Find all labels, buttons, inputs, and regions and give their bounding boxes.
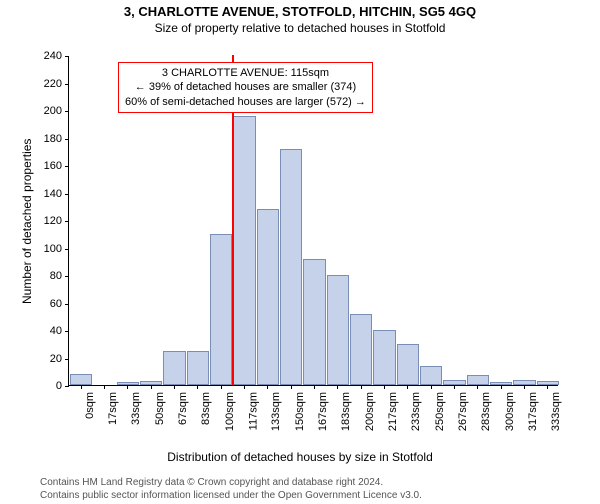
xtick-mark bbox=[524, 385, 525, 389]
ytick-label: 0 bbox=[56, 380, 62, 392]
histogram-bar bbox=[303, 259, 325, 386]
x-axis-label: Distribution of detached houses by size … bbox=[0, 450, 600, 464]
xtick-mark bbox=[337, 385, 338, 389]
ytick-mark bbox=[65, 304, 69, 305]
xtick-label: 67sqm bbox=[177, 392, 189, 425]
xtick-mark bbox=[197, 385, 198, 389]
y-axis-label: Number of detached properties bbox=[20, 138, 34, 303]
ytick-label: 180 bbox=[44, 133, 62, 145]
histogram-bar bbox=[163, 351, 185, 385]
xtick-label: 117sqm bbox=[247, 392, 259, 430]
xtick-label: 267sqm bbox=[457, 392, 469, 431]
xtick-label: 133sqm bbox=[270, 392, 282, 431]
ytick-mark bbox=[65, 386, 69, 387]
histogram-bar bbox=[397, 344, 419, 385]
xtick-label: 150sqm bbox=[294, 392, 306, 431]
histogram-bar bbox=[280, 149, 302, 386]
xtick-mark bbox=[81, 385, 82, 389]
footer-line-2: Contains public sector information licen… bbox=[40, 489, 590, 502]
xtick-mark bbox=[384, 385, 385, 389]
annotation-line: 3 CHARLOTTE AVENUE: 115sqm bbox=[125, 66, 366, 80]
xtick-label: 317sqm bbox=[527, 392, 539, 431]
ytick-label: 160 bbox=[44, 160, 62, 172]
ytick-label: 100 bbox=[44, 243, 62, 255]
annotation-box: 3 CHARLOTTE AVENUE: 115sqm← 39% of detac… bbox=[118, 62, 373, 113]
footer-line-1: Contains HM Land Registry data © Crown c… bbox=[40, 476, 590, 489]
histogram-bar bbox=[210, 234, 232, 385]
histogram-bar bbox=[420, 366, 442, 385]
histogram-bar bbox=[373, 330, 395, 385]
histogram-bar bbox=[257, 209, 279, 385]
xtick-label: 167sqm bbox=[317, 392, 329, 431]
ytick-mark bbox=[65, 56, 69, 57]
xtick-mark bbox=[361, 385, 362, 389]
xtick-label: 50sqm bbox=[154, 392, 166, 425]
ytick-label: 40 bbox=[50, 325, 62, 337]
xtick-mark bbox=[291, 385, 292, 389]
xtick-mark bbox=[547, 385, 548, 389]
xtick-mark bbox=[477, 385, 478, 389]
histogram-bar bbox=[467, 375, 489, 385]
ytick-mark bbox=[65, 276, 69, 277]
histogram-bar bbox=[350, 314, 372, 386]
xtick-label: 283sqm bbox=[480, 392, 492, 431]
histogram-bar bbox=[70, 374, 92, 385]
xtick-label: 333sqm bbox=[550, 392, 562, 431]
xtick-mark bbox=[454, 385, 455, 389]
ytick-label: 220 bbox=[44, 78, 62, 90]
footer-attribution: Contains HM Land Registry data © Crown c… bbox=[40, 476, 590, 502]
ytick-mark bbox=[65, 139, 69, 140]
ytick-label: 120 bbox=[44, 215, 62, 227]
histogram-bar bbox=[187, 351, 209, 385]
xtick-label: 250sqm bbox=[434, 392, 446, 431]
ytick-mark bbox=[65, 359, 69, 360]
xtick-mark bbox=[407, 385, 408, 389]
histogram-bar bbox=[327, 275, 349, 385]
xtick-label: 33sqm bbox=[130, 392, 142, 425]
xtick-mark bbox=[431, 385, 432, 389]
xtick-label: 100sqm bbox=[224, 392, 236, 431]
xtick-label: 83sqm bbox=[200, 392, 212, 425]
xtick-mark bbox=[174, 385, 175, 389]
xtick-label: 0sqm bbox=[84, 392, 96, 419]
ytick-label: 140 bbox=[44, 188, 62, 200]
ytick-mark bbox=[65, 194, 69, 195]
xtick-label: 217sqm bbox=[387, 392, 399, 431]
ytick-mark bbox=[65, 221, 69, 222]
histogram-bar bbox=[233, 116, 255, 386]
ytick-mark bbox=[65, 111, 69, 112]
xtick-mark bbox=[314, 385, 315, 389]
ytick-mark bbox=[65, 249, 69, 250]
chart-subtitle: Size of property relative to detached ho… bbox=[0, 21, 600, 35]
xtick-label: 300sqm bbox=[504, 392, 516, 431]
ytick-mark bbox=[65, 331, 69, 332]
chart-area: 3 CHARLOTTE AVENUE: 115sqm← 39% of detac… bbox=[68, 56, 558, 386]
ytick-label: 60 bbox=[50, 298, 62, 310]
xtick-mark bbox=[244, 385, 245, 389]
xtick-label: 183sqm bbox=[340, 392, 352, 431]
xtick-mark bbox=[151, 385, 152, 389]
xtick-mark bbox=[104, 385, 105, 389]
ytick-mark bbox=[65, 84, 69, 85]
annotation-line: ← 39% of detached houses are smaller (37… bbox=[125, 80, 366, 94]
annotation-line: 60% of semi-detached houses are larger (… bbox=[125, 95, 366, 109]
xtick-mark bbox=[267, 385, 268, 389]
ytick-label: 20 bbox=[50, 353, 62, 365]
xtick-mark bbox=[127, 385, 128, 389]
chart-title: 3, CHARLOTTE AVENUE, STOTFOLD, HITCHIN, … bbox=[0, 4, 600, 19]
xtick-label: 17sqm bbox=[107, 392, 119, 425]
ytick-label: 240 bbox=[44, 50, 62, 62]
ytick-mark bbox=[65, 166, 69, 167]
xtick-mark bbox=[221, 385, 222, 389]
ytick-label: 200 bbox=[44, 105, 62, 117]
xtick-label: 200sqm bbox=[364, 392, 376, 431]
xtick-label: 233sqm bbox=[410, 392, 422, 431]
xtick-mark bbox=[501, 385, 502, 389]
ytick-label: 80 bbox=[50, 270, 62, 282]
